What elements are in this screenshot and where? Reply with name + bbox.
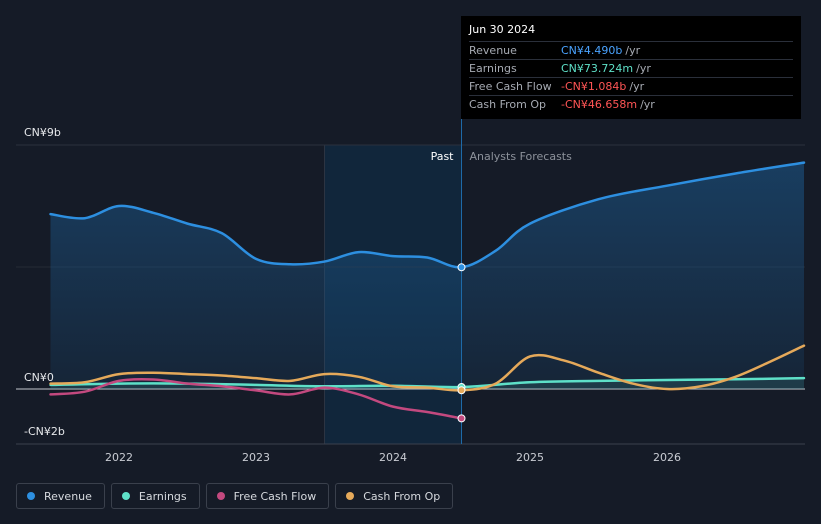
tooltip-row-cfo: Cash From Op -CN¥46.658m /yr (469, 95, 793, 113)
tooltip-value: CN¥4.490b (561, 44, 623, 57)
x-tick-label: 2026 (653, 451, 681, 464)
forecast-label: Analysts Forecasts (470, 150, 573, 163)
past-label: Past (431, 150, 455, 163)
tooltip-row-fcf: Free Cash Flow -CN¥1.084b /yr (469, 77, 793, 95)
tooltip-unit: /yr (625, 44, 641, 57)
legend: Revenue Earnings Free Cash Flow Cash Fro… (16, 483, 454, 509)
tooltip-label: Revenue (469, 44, 517, 57)
tooltip-label: Earnings (469, 62, 517, 75)
tooltip-unit: /yr (636, 62, 651, 75)
axis-labels: CN¥9b CN¥0 -CN¥2b 2022 2023 2024 2025 2026 (24, 126, 681, 464)
tooltip-label: Cash From Op (469, 98, 547, 111)
tooltip: Jun 30 2024 Revenue CN¥4.490b /yr Earnin… (461, 16, 801, 119)
line-revenue (49, 161, 806, 269)
series-lines (49, 161, 806, 420)
legend-dot-icon (216, 492, 225, 500)
x-tick-label: 2024 (379, 451, 407, 464)
tooltip-row-earnings: Earnings CN¥73.724m /yr (469, 59, 793, 77)
legend-label: Revenue (44, 489, 92, 503)
line-cfo (49, 344, 806, 392)
y-tick-label: CN¥9b (24, 126, 61, 139)
legend-label: Cash From Op (363, 489, 441, 503)
legend-dot-icon (27, 492, 35, 500)
x-tick-label: 2022 (105, 451, 133, 464)
tooltip-value: -CN¥46.658m (561, 98, 638, 111)
tooltip-value: CN¥73.724m (561, 62, 634, 75)
tooltip-unit: /yr (629, 80, 645, 93)
legend-dot-icon (121, 492, 130, 500)
line-fcf (49, 377, 463, 420)
legend-dot-icon (346, 492, 355, 500)
legend-label: Earnings (138, 489, 187, 503)
y-tick-label: -CN¥2b (24, 425, 65, 438)
marker-cfo (457, 386, 466, 395)
legend-item-earnings[interactable]: Earnings (110, 483, 200, 509)
area-revenue (50, 162, 804, 389)
tooltip-row-revenue: Revenue CN¥4.490b /yr (469, 41, 793, 59)
legend-item-revenue[interactable]: Revenue (16, 483, 105, 509)
markers (457, 263, 466, 423)
y-tick-label: CN¥0 (24, 371, 54, 384)
tooltip-unit: /yr (640, 98, 655, 111)
marker-revenue (457, 263, 466, 272)
x-tick-label: 2023 (242, 451, 270, 464)
tooltip-value: -CN¥1.084b (561, 80, 627, 93)
tooltip-label: Free Cash Flow (469, 80, 552, 93)
x-tick-label: 2025 (516, 451, 544, 464)
legend-label: Free Cash Flow (233, 489, 317, 503)
legend-item-cash-from-op[interactable]: Cash From Op (335, 483, 454, 509)
legend-item-free-cash-flow[interactable]: Free Cash Flow (205, 483, 330, 509)
tooltip-date: Jun 30 2024 (469, 23, 536, 36)
marker-fcf (457, 414, 466, 423)
